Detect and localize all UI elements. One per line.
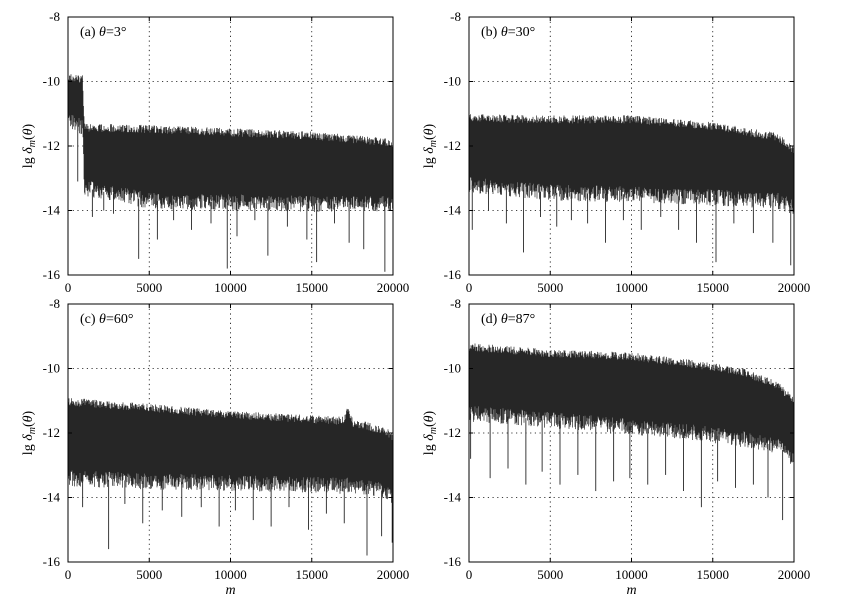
x-tick-label: 0	[466, 280, 473, 295]
y-tick-label: -16	[444, 554, 462, 569]
y-tick-label: -10	[444, 74, 461, 89]
y-tick-label: -8	[49, 296, 60, 311]
y-tick-label: -10	[444, 361, 461, 376]
y-axis-label: lg δm(θ)	[422, 410, 439, 455]
panel-b: 0 5000 10000 15000 20000 -8 -10 -12 -14 -16 (b) θ=…	[422, 9, 810, 295]
y-tick-label: -16	[43, 267, 61, 282]
x-tick-label: 20000	[778, 280, 811, 295]
panel-title: (a) θ=3°	[80, 25, 126, 40]
y-tick-label: -14	[43, 203, 61, 218]
y-tick-label: -8	[450, 9, 461, 24]
x-tick-label: 20000	[377, 280, 410, 295]
y-tick-label: -12	[43, 425, 60, 440]
x-tick-label: 15000	[296, 567, 329, 582]
y-axis-label: lg δm(θ)	[422, 123, 439, 168]
y-tick-label: -8	[49, 9, 60, 24]
y-tick-label: -8	[450, 296, 461, 311]
y-tick-label: -12	[444, 425, 461, 440]
y-tick-label: -14	[43, 490, 61, 505]
x-tick-label: 5000	[537, 567, 563, 582]
x-axis-label: m	[225, 583, 235, 598]
x-tick-label: 10000	[615, 567, 648, 582]
y-axis-label: lg δm(θ)	[21, 410, 38, 455]
x-tick-label: 0	[466, 567, 473, 582]
y-tick-label: -16	[43, 554, 61, 569]
x-tick-label: 10000	[214, 567, 247, 582]
x-tick-label: 5000	[537, 280, 563, 295]
panel-d: 0 5000 10000 15000 20000 -8 -10 -12 -14 -16 (d) θ=…	[422, 296, 810, 598]
x-tick-label: 10000	[214, 280, 247, 295]
x-tick-label: 15000	[296, 280, 329, 295]
panel-title: (c) θ=60°	[80, 312, 133, 327]
x-tick-label: 5000	[136, 567, 162, 582]
y-tick-label: -16	[444, 267, 462, 282]
x-tick-label: 0	[65, 567, 72, 582]
y-tick-label: -12	[43, 138, 60, 153]
x-tick-label: 5000	[136, 280, 162, 295]
x-axis-label: m	[626, 583, 636, 598]
x-tick-label: 20000	[778, 567, 811, 582]
x-tick-label: 15000	[697, 567, 730, 582]
series-line	[468, 114, 795, 214]
y-tick-label: -10	[43, 361, 60, 376]
y-tick-label: -12	[444, 138, 461, 153]
y-axis-label: lg δm(θ)	[21, 123, 38, 168]
panel-title: (d) θ=87°	[481, 312, 535, 327]
x-tick-label: 0	[65, 280, 72, 295]
panel-a: 0 5000 10000 15000 20000 -8 -10 -12 -14 -16 (a) θ=…	[21, 9, 409, 295]
y-tick-label: -10	[43, 74, 60, 89]
x-tick-label: 10000	[615, 280, 648, 295]
y-tick-label: -14	[444, 203, 462, 218]
panel-c: 0 5000 10000 15000 20000 -8 -10 -12 -14 -16 (c) θ=…	[21, 296, 409, 598]
x-tick-label: 20000	[377, 567, 410, 582]
panel-title: (b) θ=30°	[481, 25, 535, 40]
series-line	[67, 74, 394, 213]
x-tick-label: 15000	[697, 280, 730, 295]
y-tick-label: -14	[444, 490, 462, 505]
